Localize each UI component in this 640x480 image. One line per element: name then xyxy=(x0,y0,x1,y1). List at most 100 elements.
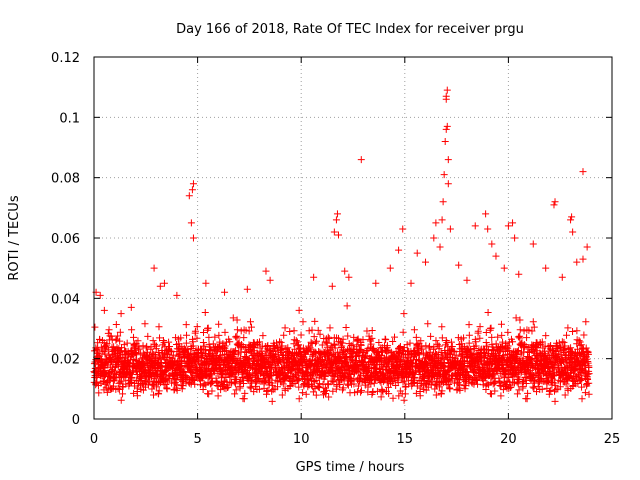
data-point xyxy=(542,264,550,272)
data-point xyxy=(188,375,196,383)
data-point xyxy=(494,333,502,341)
data-point xyxy=(465,331,473,339)
data-point xyxy=(334,231,342,239)
data-point xyxy=(210,344,218,352)
data-point xyxy=(482,210,490,218)
data-point xyxy=(528,327,536,335)
data-point xyxy=(585,363,593,371)
data-point xyxy=(364,383,372,391)
data-point xyxy=(493,344,501,352)
data-point xyxy=(240,380,248,388)
data-point xyxy=(148,380,156,388)
data-point xyxy=(354,382,362,390)
data-point xyxy=(484,308,492,316)
data-point xyxy=(446,225,454,233)
data-point xyxy=(297,331,305,339)
data-point xyxy=(295,383,303,391)
data-point xyxy=(437,390,445,398)
data-point xyxy=(169,351,177,359)
data-point xyxy=(338,342,346,350)
data-point xyxy=(504,222,512,230)
data-point xyxy=(278,391,286,399)
data-point xyxy=(505,346,513,354)
data-point xyxy=(504,328,512,336)
data-point xyxy=(161,367,169,375)
data-point xyxy=(116,337,124,345)
data-point xyxy=(163,384,171,392)
data-point xyxy=(155,390,163,398)
data-point xyxy=(308,352,316,360)
data-point xyxy=(241,389,249,397)
data-point xyxy=(396,357,404,365)
data-point xyxy=(130,389,138,397)
data-point xyxy=(147,343,155,351)
data-point xyxy=(455,261,463,269)
data-point xyxy=(442,125,450,133)
data-point xyxy=(189,338,197,346)
data-point xyxy=(299,318,307,326)
data-point xyxy=(567,216,575,224)
data-point xyxy=(458,340,466,348)
data-point xyxy=(183,331,191,339)
data-point xyxy=(189,342,197,350)
data-point xyxy=(200,380,208,388)
data-point xyxy=(196,345,204,353)
data-point xyxy=(160,279,168,287)
data-point xyxy=(561,391,569,399)
data-point xyxy=(328,351,336,359)
data-point xyxy=(331,344,339,352)
data-point xyxy=(538,385,546,393)
data-point xyxy=(238,373,246,381)
data-point xyxy=(550,201,558,209)
data-point xyxy=(266,276,274,284)
data-point xyxy=(424,320,432,328)
data-point xyxy=(302,390,310,398)
data-point xyxy=(574,345,582,353)
data-point xyxy=(435,383,443,391)
data-point xyxy=(91,323,99,331)
data-point xyxy=(122,380,130,388)
y-tick-label: 0 xyxy=(72,413,80,428)
data-point xyxy=(579,168,587,176)
data-point xyxy=(391,333,399,341)
data-point xyxy=(100,363,108,371)
data-point xyxy=(406,339,414,347)
data-point xyxy=(95,389,103,397)
data-point xyxy=(400,310,408,318)
data-point xyxy=(386,264,394,272)
data-point xyxy=(193,323,201,331)
data-point xyxy=(469,349,477,357)
data-point xyxy=(551,198,559,206)
data-point xyxy=(240,334,248,342)
data-point xyxy=(165,338,173,346)
data-point xyxy=(229,314,237,322)
data-point xyxy=(367,340,375,348)
data-point xyxy=(211,333,219,341)
data-point xyxy=(499,386,507,394)
data-point xyxy=(422,258,430,266)
data-point xyxy=(163,385,171,393)
data-point xyxy=(443,122,451,130)
y-axis-label: ROTI / TECUs xyxy=(7,195,22,280)
data-point xyxy=(551,397,559,405)
data-point xyxy=(418,345,426,353)
data-point xyxy=(350,333,358,341)
data-point xyxy=(117,310,125,318)
data-point xyxy=(585,390,593,398)
data-point xyxy=(314,383,322,391)
data-point xyxy=(515,270,523,278)
data-point xyxy=(325,335,333,343)
data-point xyxy=(200,342,208,350)
data-point xyxy=(512,314,520,322)
data-point xyxy=(567,344,575,352)
data-point xyxy=(357,341,365,349)
data-point xyxy=(443,86,451,94)
data-point xyxy=(118,377,126,385)
data-point xyxy=(395,246,403,254)
data-point xyxy=(524,389,532,397)
data-point xyxy=(569,228,577,236)
data-point xyxy=(513,390,521,398)
data-point xyxy=(575,337,583,345)
data-point xyxy=(483,380,491,388)
